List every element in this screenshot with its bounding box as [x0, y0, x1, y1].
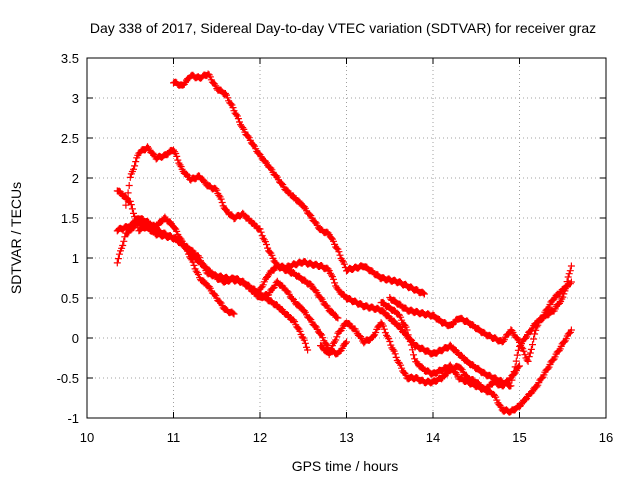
- series-arc-2: [122, 143, 342, 322]
- series-markers: [170, 70, 428, 298]
- x-tick-label: 14: [426, 430, 440, 445]
- series-markers: [317, 319, 523, 393]
- y-tick-label: 1.5: [61, 211, 79, 226]
- series-markers: [122, 143, 342, 322]
- x-tick-label: 16: [599, 430, 613, 445]
- series-arc-8: [377, 298, 575, 416]
- y-tick-label: 2: [72, 171, 79, 186]
- y-axis-title: SDTVAR / TECUs: [8, 182, 24, 294]
- y-tick-label: 3.5: [61, 51, 79, 66]
- data-layer: [113, 70, 575, 416]
- series-arc-1: [170, 70, 428, 298]
- series-markers: [386, 278, 575, 365]
- x-tick-label: 12: [253, 430, 267, 445]
- y-tick-label: 0: [72, 331, 79, 346]
- series-markers: [113, 219, 312, 354]
- y-tick-label: 2.5: [61, 131, 79, 146]
- ticks-layer: 10 11 12 13 14 15 16 -1 -0.5 0 0.5 1 1.5 2 2.5 3 3.5: [57, 51, 614, 445]
- x-tick-label: 10: [80, 430, 94, 445]
- x-tick-label: 15: [512, 430, 526, 445]
- series-arc-5: [113, 219, 312, 354]
- y-tick-label: -1: [67, 411, 79, 426]
- series-markers: [377, 298, 575, 416]
- y-tick-label: 0.5: [61, 291, 79, 306]
- y-tick-label: 3: [72, 91, 79, 106]
- chart-title: Day 338 of 2017, Sidereal Day-to-day VTE…: [90, 20, 596, 36]
- x-tick-label: 13: [339, 430, 353, 445]
- y-tick-label: 1: [72, 251, 79, 266]
- series-arc-9: [386, 278, 575, 365]
- x-axis-title: GPS time / hours: [292, 458, 399, 474]
- series-arc-7: [317, 319, 523, 393]
- x-tick-label: 11: [167, 430, 181, 445]
- y-tick-label: -0.5: [57, 371, 79, 386]
